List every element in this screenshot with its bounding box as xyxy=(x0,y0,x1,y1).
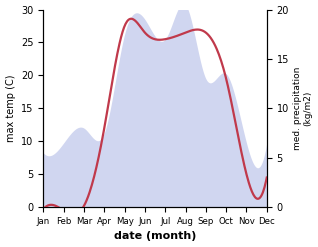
Y-axis label: med. precipitation
(kg/m2): med. precipitation (kg/m2) xyxy=(293,67,313,150)
X-axis label: date (month): date (month) xyxy=(114,231,196,242)
Y-axis label: max temp (C): max temp (C) xyxy=(5,75,16,142)
